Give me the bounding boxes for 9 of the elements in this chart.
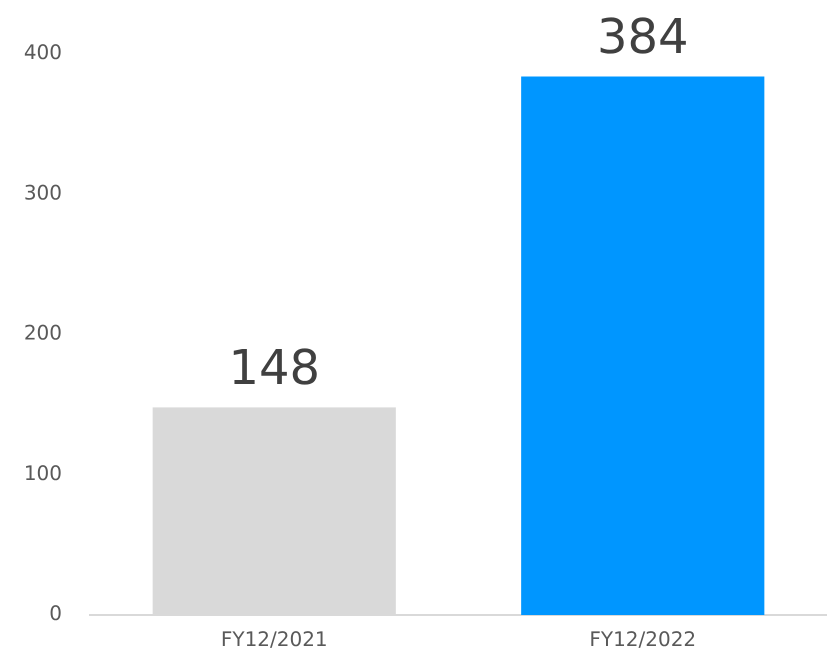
- data-label: 384: [596, 8, 689, 65]
- y-tick-label: 0: [49, 601, 62, 626]
- y-tick-label: 100: [24, 460, 62, 485]
- y-tick-label: 400: [24, 40, 62, 64]
- y-tick-label: 300: [24, 180, 62, 204]
- data-label: 148: [228, 340, 320, 396]
- y-tick-label: 200: [24, 320, 62, 345]
- x-tick-label: FY12/2021: [220, 627, 328, 652]
- x-tick-label: FY12/2022: [589, 627, 696, 652]
